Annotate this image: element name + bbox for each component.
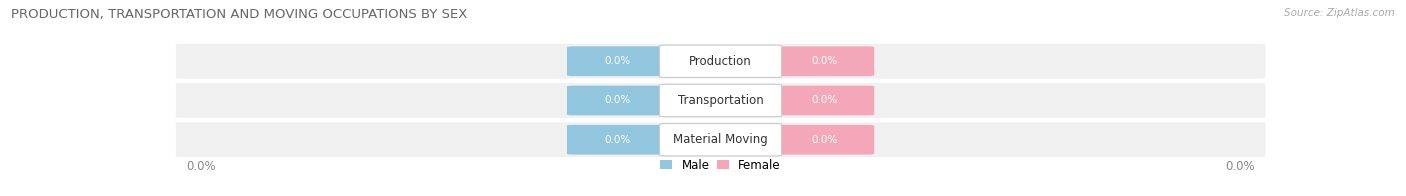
Text: Source: ZipAtlas.com: Source: ZipAtlas.com	[1284, 8, 1395, 18]
FancyBboxPatch shape	[773, 86, 875, 115]
Text: 0.0%: 0.0%	[605, 135, 630, 145]
Text: Transportation: Transportation	[678, 94, 763, 107]
FancyBboxPatch shape	[567, 46, 668, 76]
FancyBboxPatch shape	[176, 44, 1265, 79]
Text: 0.0%: 0.0%	[811, 135, 837, 145]
Text: Material Moving: Material Moving	[673, 133, 768, 146]
Text: 0.0%: 0.0%	[605, 95, 630, 105]
FancyBboxPatch shape	[176, 83, 1265, 118]
Legend: Male, Female: Male, Female	[661, 159, 780, 172]
Text: Production: Production	[689, 55, 752, 68]
Text: 0.0%: 0.0%	[811, 95, 837, 105]
FancyBboxPatch shape	[659, 123, 782, 156]
FancyBboxPatch shape	[659, 84, 782, 117]
FancyBboxPatch shape	[773, 125, 875, 155]
FancyBboxPatch shape	[176, 122, 1265, 157]
Text: 0.0%: 0.0%	[811, 56, 837, 66]
Text: 0.0%: 0.0%	[605, 56, 630, 66]
Text: PRODUCTION, TRANSPORTATION AND MOVING OCCUPATIONS BY SEX: PRODUCTION, TRANSPORTATION AND MOVING OC…	[11, 8, 468, 21]
FancyBboxPatch shape	[567, 125, 668, 155]
Text: 0.0%: 0.0%	[187, 160, 217, 173]
FancyBboxPatch shape	[659, 45, 782, 77]
FancyBboxPatch shape	[567, 86, 668, 115]
Text: 0.0%: 0.0%	[1225, 160, 1254, 173]
FancyBboxPatch shape	[773, 46, 875, 76]
